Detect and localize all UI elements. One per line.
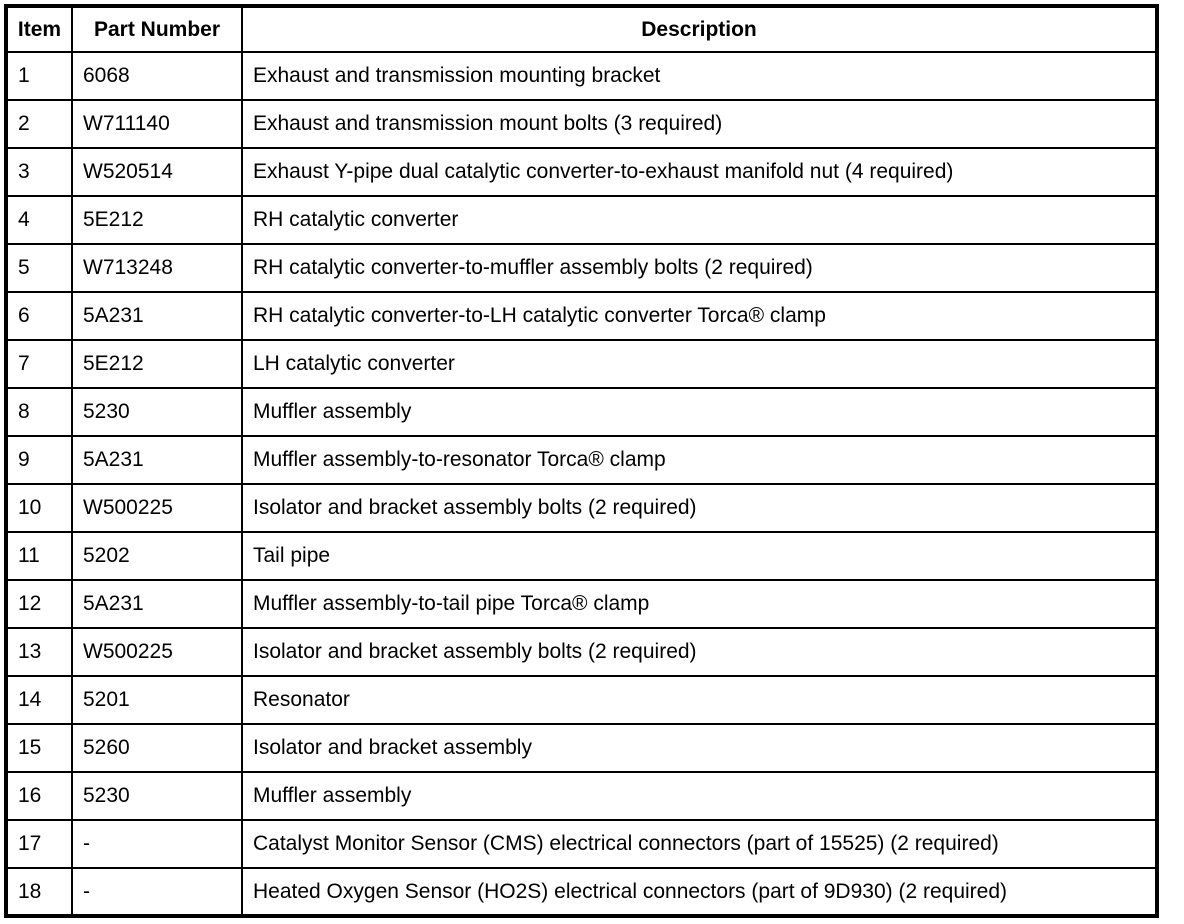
table-row: 5 W713248 RH catalytic converter-to-muff… bbox=[5, 243, 1158, 293]
item-cell: 18 bbox=[5, 867, 73, 917]
part-number-cell: 5230 bbox=[71, 387, 243, 437]
table-row: 12 5A231 Muffler assembly-to-tail pipe T… bbox=[5, 579, 1158, 629]
description-cell: Muffler assembly bbox=[241, 387, 1158, 437]
item-cell: 17 bbox=[5, 819, 73, 869]
column-header-part-number: Part Number bbox=[71, 5, 243, 53]
description-cell: Heated Oxygen Sensor (HO2S) electrical c… bbox=[241, 867, 1158, 917]
item-cell: 9 bbox=[5, 435, 73, 485]
part-number-cell: W713248 bbox=[71, 243, 243, 293]
item-cell: 5 bbox=[5, 243, 73, 293]
description-cell: RH catalytic converter-to-LH catalytic c… bbox=[241, 291, 1158, 341]
table-row: 8 5230 Muffler assembly bbox=[5, 387, 1158, 437]
item-cell: 10 bbox=[5, 483, 73, 533]
table-row: 9 5A231 Muffler assembly-to-resonator To… bbox=[5, 435, 1158, 485]
description-cell: Muffler assembly bbox=[241, 771, 1158, 821]
description-cell: Muffler assembly-to-resonator Torca® cla… bbox=[241, 435, 1158, 485]
description-cell: Exhaust and transmission mounting bracke… bbox=[241, 51, 1158, 101]
table-row: 2 W711140 Exhaust and transmission mount… bbox=[5, 99, 1158, 149]
item-cell: 13 bbox=[5, 627, 73, 677]
description-cell: Isolator and bracket assembly bolts (2 r… bbox=[241, 483, 1158, 533]
item-cell: 8 bbox=[5, 387, 73, 437]
table-row: 10 W500225 Isolator and bracket assembly… bbox=[5, 483, 1158, 533]
table-row: 16 5230 Muffler assembly bbox=[5, 771, 1158, 821]
parts-table: Item Part Number Description 1 6068 Exha… bbox=[4, 4, 1159, 918]
part-number-cell: 5A231 bbox=[71, 579, 243, 629]
item-cell: 12 bbox=[5, 579, 73, 629]
part-number-cell: W500225 bbox=[71, 483, 243, 533]
part-number-cell: 5202 bbox=[71, 531, 243, 581]
table-row: 7 5E212 LH catalytic converter bbox=[5, 339, 1158, 389]
table-row: 17 - Catalyst Monitor Sensor (CMS) elect… bbox=[5, 819, 1158, 869]
part-number-cell: W711140 bbox=[71, 99, 243, 149]
part-number-cell: 5201 bbox=[71, 675, 243, 725]
description-cell: Exhaust and transmission mount bolts (3 … bbox=[241, 99, 1158, 149]
table-row: 15 5260 Isolator and bracket assembly bbox=[5, 723, 1158, 773]
table-row: 6 5A231 RH catalytic converter-to-LH cat… bbox=[5, 291, 1158, 341]
description-cell: Isolator and bracket assembly bbox=[241, 723, 1158, 773]
table-row: 13 W500225 Isolator and bracket assembly… bbox=[5, 627, 1158, 677]
part-number-cell: - bbox=[71, 819, 243, 869]
description-cell: Resonator bbox=[241, 675, 1158, 725]
table-row: 14 5201 Resonator bbox=[5, 675, 1158, 725]
item-cell: 15 bbox=[5, 723, 73, 773]
item-cell: 2 bbox=[5, 99, 73, 149]
part-number-cell: 5260 bbox=[71, 723, 243, 773]
table-row: 1 6068 Exhaust and transmission mounting… bbox=[5, 51, 1158, 101]
table-row: 3 W520514 Exhaust Y-pipe dual catalytic … bbox=[5, 147, 1158, 197]
column-header-description: Description bbox=[241, 5, 1158, 53]
column-header-item: Item bbox=[5, 5, 73, 53]
item-cell: 16 bbox=[5, 771, 73, 821]
item-cell: 1 bbox=[5, 51, 73, 101]
table-body: 1 6068 Exhaust and transmission mounting… bbox=[5, 51, 1158, 917]
part-number-cell: - bbox=[71, 867, 243, 917]
part-number-cell: 5A231 bbox=[71, 291, 243, 341]
item-cell: 4 bbox=[5, 195, 73, 245]
header-row: Item Part Number Description bbox=[5, 5, 1158, 53]
part-number-cell: W520514 bbox=[71, 147, 243, 197]
description-cell: Exhaust Y-pipe dual catalytic converter-… bbox=[241, 147, 1158, 197]
description-cell: Isolator and bracket assembly bolts (2 r… bbox=[241, 627, 1158, 677]
description-cell: RH catalytic converter bbox=[241, 195, 1158, 245]
part-number-cell: 5E212 bbox=[71, 339, 243, 389]
item-cell: 7 bbox=[5, 339, 73, 389]
part-number-cell: 5A231 bbox=[71, 435, 243, 485]
part-number-cell: W500225 bbox=[71, 627, 243, 677]
table-row: 11 5202 Tail pipe bbox=[5, 531, 1158, 581]
part-number-cell: 5E212 bbox=[71, 195, 243, 245]
item-cell: 3 bbox=[5, 147, 73, 197]
description-cell: RH catalytic converter-to-muffler assemb… bbox=[241, 243, 1158, 293]
part-number-cell: 5230 bbox=[71, 771, 243, 821]
item-cell: 14 bbox=[5, 675, 73, 725]
item-cell: 11 bbox=[5, 531, 73, 581]
description-cell: Catalyst Monitor Sensor (CMS) electrical… bbox=[241, 819, 1158, 869]
description-cell: Tail pipe bbox=[241, 531, 1158, 581]
table-row: 4 5E212 RH catalytic converter bbox=[5, 195, 1158, 245]
table-row: 18 - Heated Oxygen Sensor (HO2S) electri… bbox=[5, 867, 1158, 917]
description-cell: Muffler assembly-to-tail pipe Torca® cla… bbox=[241, 579, 1158, 629]
part-number-cell: 6068 bbox=[71, 51, 243, 101]
item-cell: 6 bbox=[5, 291, 73, 341]
description-cell: LH catalytic converter bbox=[241, 339, 1158, 389]
